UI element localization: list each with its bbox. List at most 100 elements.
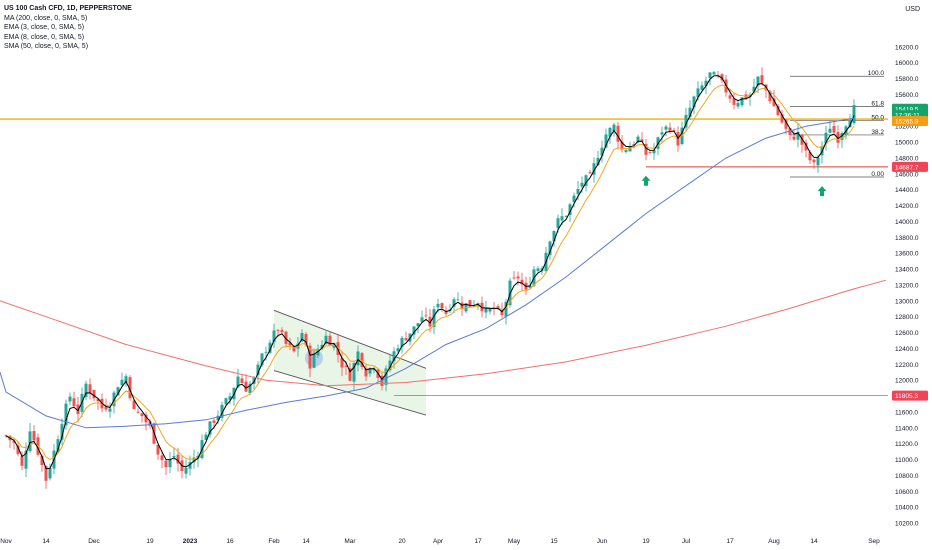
candle-body bbox=[520, 279, 524, 285]
candle-body bbox=[812, 159, 816, 163]
candle-body bbox=[40, 455, 44, 466]
candle-body bbox=[156, 444, 160, 455]
y-tick-label: 15600.0 bbox=[895, 92, 919, 99]
candle-body bbox=[732, 98, 736, 105]
fib-label: 50.0 bbox=[871, 115, 884, 122]
candle-body bbox=[76, 404, 80, 415]
candle-body bbox=[396, 348, 400, 352]
symbol-title[interactable]: US 100 Cash CFD, 1D, PEPPERSTONE bbox=[4, 5, 132, 12]
candle-body bbox=[412, 326, 416, 335]
channel-fill bbox=[274, 310, 426, 416]
candle-body bbox=[164, 460, 168, 468]
candle-body bbox=[604, 134, 608, 148]
candle-body bbox=[668, 127, 672, 131]
candle-body bbox=[240, 378, 244, 384]
candle-body bbox=[496, 306, 500, 309]
candle-body bbox=[504, 301, 508, 317]
y-tick-label: 14600.0 bbox=[895, 171, 919, 178]
candle-body bbox=[168, 459, 172, 468]
price-badge bbox=[892, 115, 928, 126]
candle-body bbox=[268, 342, 272, 353]
indicator-ma200[interactable]: MA (200, close, 0, SMA, 5) bbox=[4, 14, 88, 22]
candle-body bbox=[424, 315, 428, 317]
candle-body bbox=[768, 91, 772, 102]
fib-label: 38.2 bbox=[871, 129, 884, 136]
y-tick-label: 13200.0 bbox=[895, 282, 919, 289]
candle-body bbox=[136, 411, 140, 413]
y-tick-label: 14000.0 bbox=[895, 219, 919, 226]
y-tick-label: 14200.0 bbox=[895, 203, 919, 210]
candle-body bbox=[564, 215, 568, 217]
indicator-ema3[interactable]: EMA (3, close, 0, SMA, 5) bbox=[4, 24, 85, 31]
candle-body bbox=[312, 353, 316, 368]
candle-body bbox=[600, 147, 604, 156]
candle-body bbox=[248, 383, 252, 394]
fib-label: 0.00 bbox=[871, 171, 884, 178]
candle-body bbox=[228, 396, 232, 400]
up-arrow-icon bbox=[641, 175, 651, 186]
candle-body bbox=[304, 334, 308, 345]
candle-body bbox=[436, 303, 440, 308]
candle-body bbox=[368, 367, 372, 374]
candle-body bbox=[784, 119, 788, 129]
candle-body bbox=[712, 72, 716, 75]
indicator-ema8[interactable]: EMA (8, close, 0, SMA, 5) bbox=[4, 33, 85, 41]
candle-body bbox=[324, 335, 328, 344]
y-tick-label: 14400.0 bbox=[895, 187, 919, 194]
candle-body bbox=[184, 468, 188, 474]
candle-body bbox=[132, 400, 136, 410]
x-tick-label: Aug bbox=[768, 538, 780, 545]
candle-body bbox=[580, 182, 584, 187]
y-tick-label: 10600.0 bbox=[895, 489, 919, 496]
x-tick-label: 15 bbox=[550, 538, 558, 545]
candle-body bbox=[116, 387, 120, 396]
price-badge-label: 14687.7 bbox=[895, 164, 919, 171]
x-tick-label: 14 bbox=[42, 538, 50, 545]
candle-body bbox=[788, 128, 792, 135]
candle-body bbox=[596, 157, 600, 166]
candle-body bbox=[72, 398, 76, 407]
candle-body bbox=[92, 389, 96, 399]
candle-body bbox=[340, 358, 344, 368]
candle-body bbox=[384, 368, 388, 385]
candle-body bbox=[300, 333, 304, 342]
candle-body bbox=[644, 144, 648, 155]
candle-body bbox=[664, 126, 668, 130]
candle-body bbox=[264, 351, 268, 353]
candle-body bbox=[44, 465, 48, 481]
x-tick-label: 19 bbox=[146, 538, 154, 545]
indicator-sma50[interactable]: SMA (50, close, 0, SMA, 5) bbox=[4, 43, 89, 50]
candle-body bbox=[588, 172, 592, 174]
candle-body bbox=[28, 431, 32, 452]
price-badge bbox=[892, 390, 928, 401]
candle-body bbox=[584, 175, 588, 186]
candle-body bbox=[276, 329, 280, 331]
candle-body bbox=[220, 404, 224, 418]
candle-body bbox=[452, 299, 456, 307]
x-tick-label: Dec bbox=[88, 538, 100, 545]
y-tick-label: 13800.0 bbox=[895, 235, 919, 242]
x-tick-label: 17 bbox=[726, 538, 734, 545]
ma200-line bbox=[0, 279, 887, 387]
candle-body bbox=[416, 323, 420, 327]
fib-label: 100.0 bbox=[868, 70, 885, 77]
x-tick-label: 14 bbox=[302, 538, 310, 545]
candle-body bbox=[204, 434, 208, 440]
candle-body bbox=[848, 120, 852, 128]
candle-body bbox=[352, 363, 356, 382]
x-tick-label: Mar bbox=[344, 538, 356, 545]
y-tick-label: 15200.0 bbox=[895, 124, 919, 131]
candle-body bbox=[364, 368, 368, 377]
candle-body bbox=[440, 303, 444, 309]
candle-body bbox=[84, 383, 88, 397]
candle-body bbox=[428, 316, 432, 327]
y-tick-label: 16200.0 bbox=[895, 44, 919, 51]
candle-body bbox=[356, 351, 360, 366]
y-tick-label: 12600.0 bbox=[895, 330, 919, 337]
candle-body bbox=[760, 75, 764, 83]
candle-body bbox=[216, 415, 220, 421]
candle-body bbox=[612, 124, 616, 132]
candle-body bbox=[560, 216, 564, 221]
currency-label[interactable]: USD bbox=[905, 6, 920, 13]
